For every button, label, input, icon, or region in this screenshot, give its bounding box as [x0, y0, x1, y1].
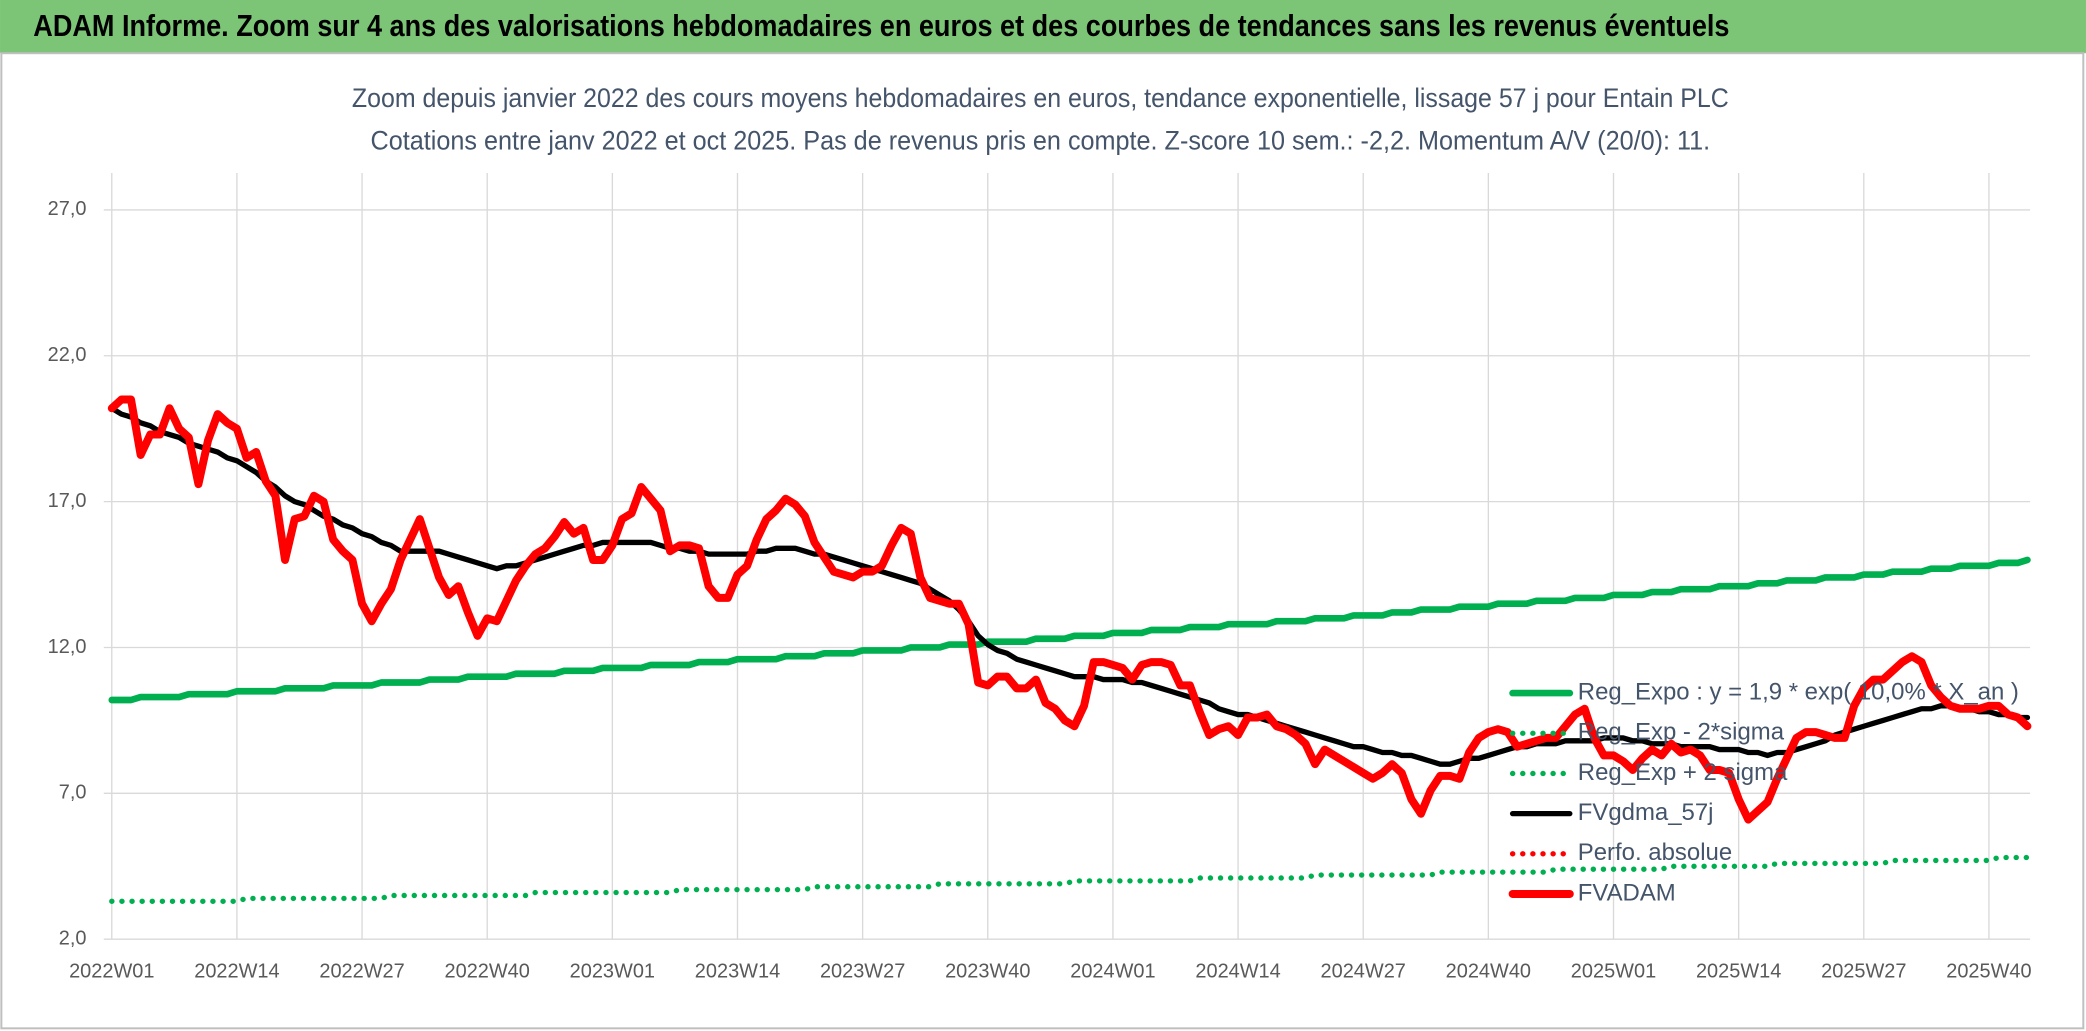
- legend-label: Reg_Exp - 2*sigma: [1578, 719, 1785, 746]
- x-tick-label: 2022W27: [319, 961, 404, 983]
- x-tick-label: 2024W27: [1321, 961, 1406, 983]
- y-tick-label: 12,0: [48, 636, 87, 658]
- legend-label: FVgdma_57j: [1578, 799, 1714, 826]
- x-tick-label: 2023W27: [820, 961, 905, 983]
- legend-label: Reg_Expo : y = 1,9 * exp( 10,0% * X_an ): [1578, 678, 2019, 705]
- x-tick-label: 2022W14: [194, 961, 279, 983]
- plot: 2,0 7,0 12,0 17,0 22,0 27,0 2022W01 2022W14 2022…: [48, 172, 2032, 983]
- x-tick-label: 2025W01: [1571, 961, 1656, 983]
- header-bar: [0, 0, 2086, 54]
- chart-frame: [0, 52, 2085, 1030]
- x-tick-label: 2025W14: [1696, 961, 1781, 983]
- page-title: ADAM Informe. Zoom sur 4 ans des valoris…: [33, 9, 1729, 43]
- x-tick-label: 2024W40: [1446, 961, 1531, 983]
- x-tick-label: 2025W40: [1946, 961, 2031, 983]
- legend-label: Perfo. absolue: [1578, 839, 1732, 866]
- x-tick-label: 2024W01: [1070, 961, 1155, 983]
- legend-label: Reg_Exp + 2 sigma: [1578, 759, 1788, 786]
- series-line: [108, 556, 2031, 704]
- legend-label: FVADAM: [1578, 879, 1676, 906]
- y-tick-label: 17,0: [48, 490, 87, 512]
- x-tick-label: 2023W14: [695, 961, 780, 983]
- y-tick-label: 7,0: [59, 782, 87, 804]
- x-tick-label: 2022W40: [445, 961, 530, 983]
- x-tick-label: 2023W40: [945, 961, 1030, 983]
- x-tick-label: 2025W27: [1821, 961, 1906, 983]
- series-line: [107, 395, 2032, 824]
- series-line: [109, 854, 2031, 904]
- y-tick-label: 22,0: [48, 344, 87, 366]
- x-tick-label: 2024W14: [1195, 961, 1280, 983]
- x-tick-label: 2022W01: [69, 961, 154, 983]
- y-tick-label: 2,0: [59, 927, 87, 949]
- chart-title: Zoom depuis janvier 2022 des cours moyen…: [352, 83, 1729, 113]
- y-tick-label: 27,0: [48, 198, 87, 220]
- chart-subtitle: Cotations entre janv 2022 et oct 2025. P…: [371, 125, 1711, 155]
- x-tick-label: 2023W01: [570, 961, 655, 983]
